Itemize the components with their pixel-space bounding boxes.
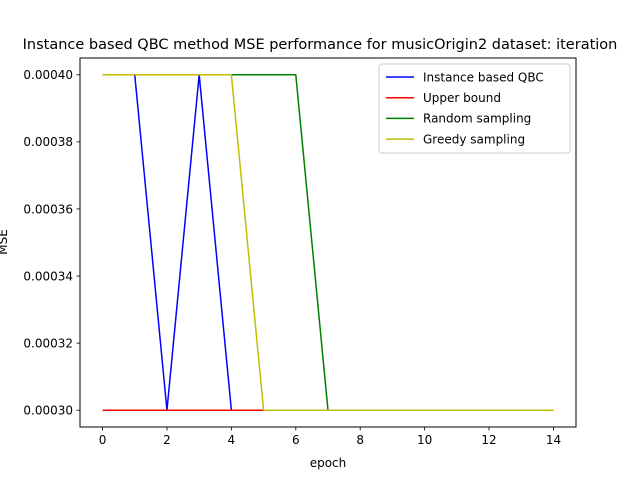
legend-box	[378, 63, 571, 154]
plot-frame	[79, 57, 577, 428]
x-tick-label: 8	[356, 433, 364, 447]
y-tick-label: 0.00030	[23, 404, 73, 418]
x-tick-label: 2	[163, 433, 171, 447]
x-tick-label: 14	[546, 433, 561, 447]
legend-label-2: Upper bound	[423, 91, 501, 105]
y-tick-label: 0.00038	[23, 135, 73, 149]
x-tick-label: 10	[417, 433, 432, 447]
x-axis: 0 2 4 6 8 10 12 14	[99, 427, 561, 447]
y-tick-label: 0.00040	[23, 68, 73, 82]
legend-label-4: Greedy sampling	[423, 132, 525, 146]
y-axis-label: MSE	[0, 229, 10, 255]
series-layer	[102, 74, 554, 411]
x-tick-label: 12	[481, 433, 496, 447]
legend: Instance based QBC Upper bound Random samp…	[378, 63, 571, 154]
series-line-4	[102, 74, 554, 411]
x-axis-label: epoch	[310, 456, 347, 470]
y-axis: 0.00030 0.00032 0.00034 0.00036 0.00038 0.000…	[23, 68, 80, 418]
chart-title: Instance based QBC method MSE performanc…	[23, 37, 618, 53]
x-tick-label: 0	[99, 433, 107, 447]
y-tick-label: 0.00034	[23, 269, 73, 283]
legend-label-3: Random sampling	[423, 112, 531, 126]
legend-label-1: Instance based QBC	[423, 70, 544, 84]
y-tick-label: 0.00032	[23, 336, 73, 350]
x-tick-label: 4	[228, 433, 236, 447]
x-tick-label: 6	[292, 433, 300, 447]
y-tick-label: 0.00036	[23, 202, 73, 216]
